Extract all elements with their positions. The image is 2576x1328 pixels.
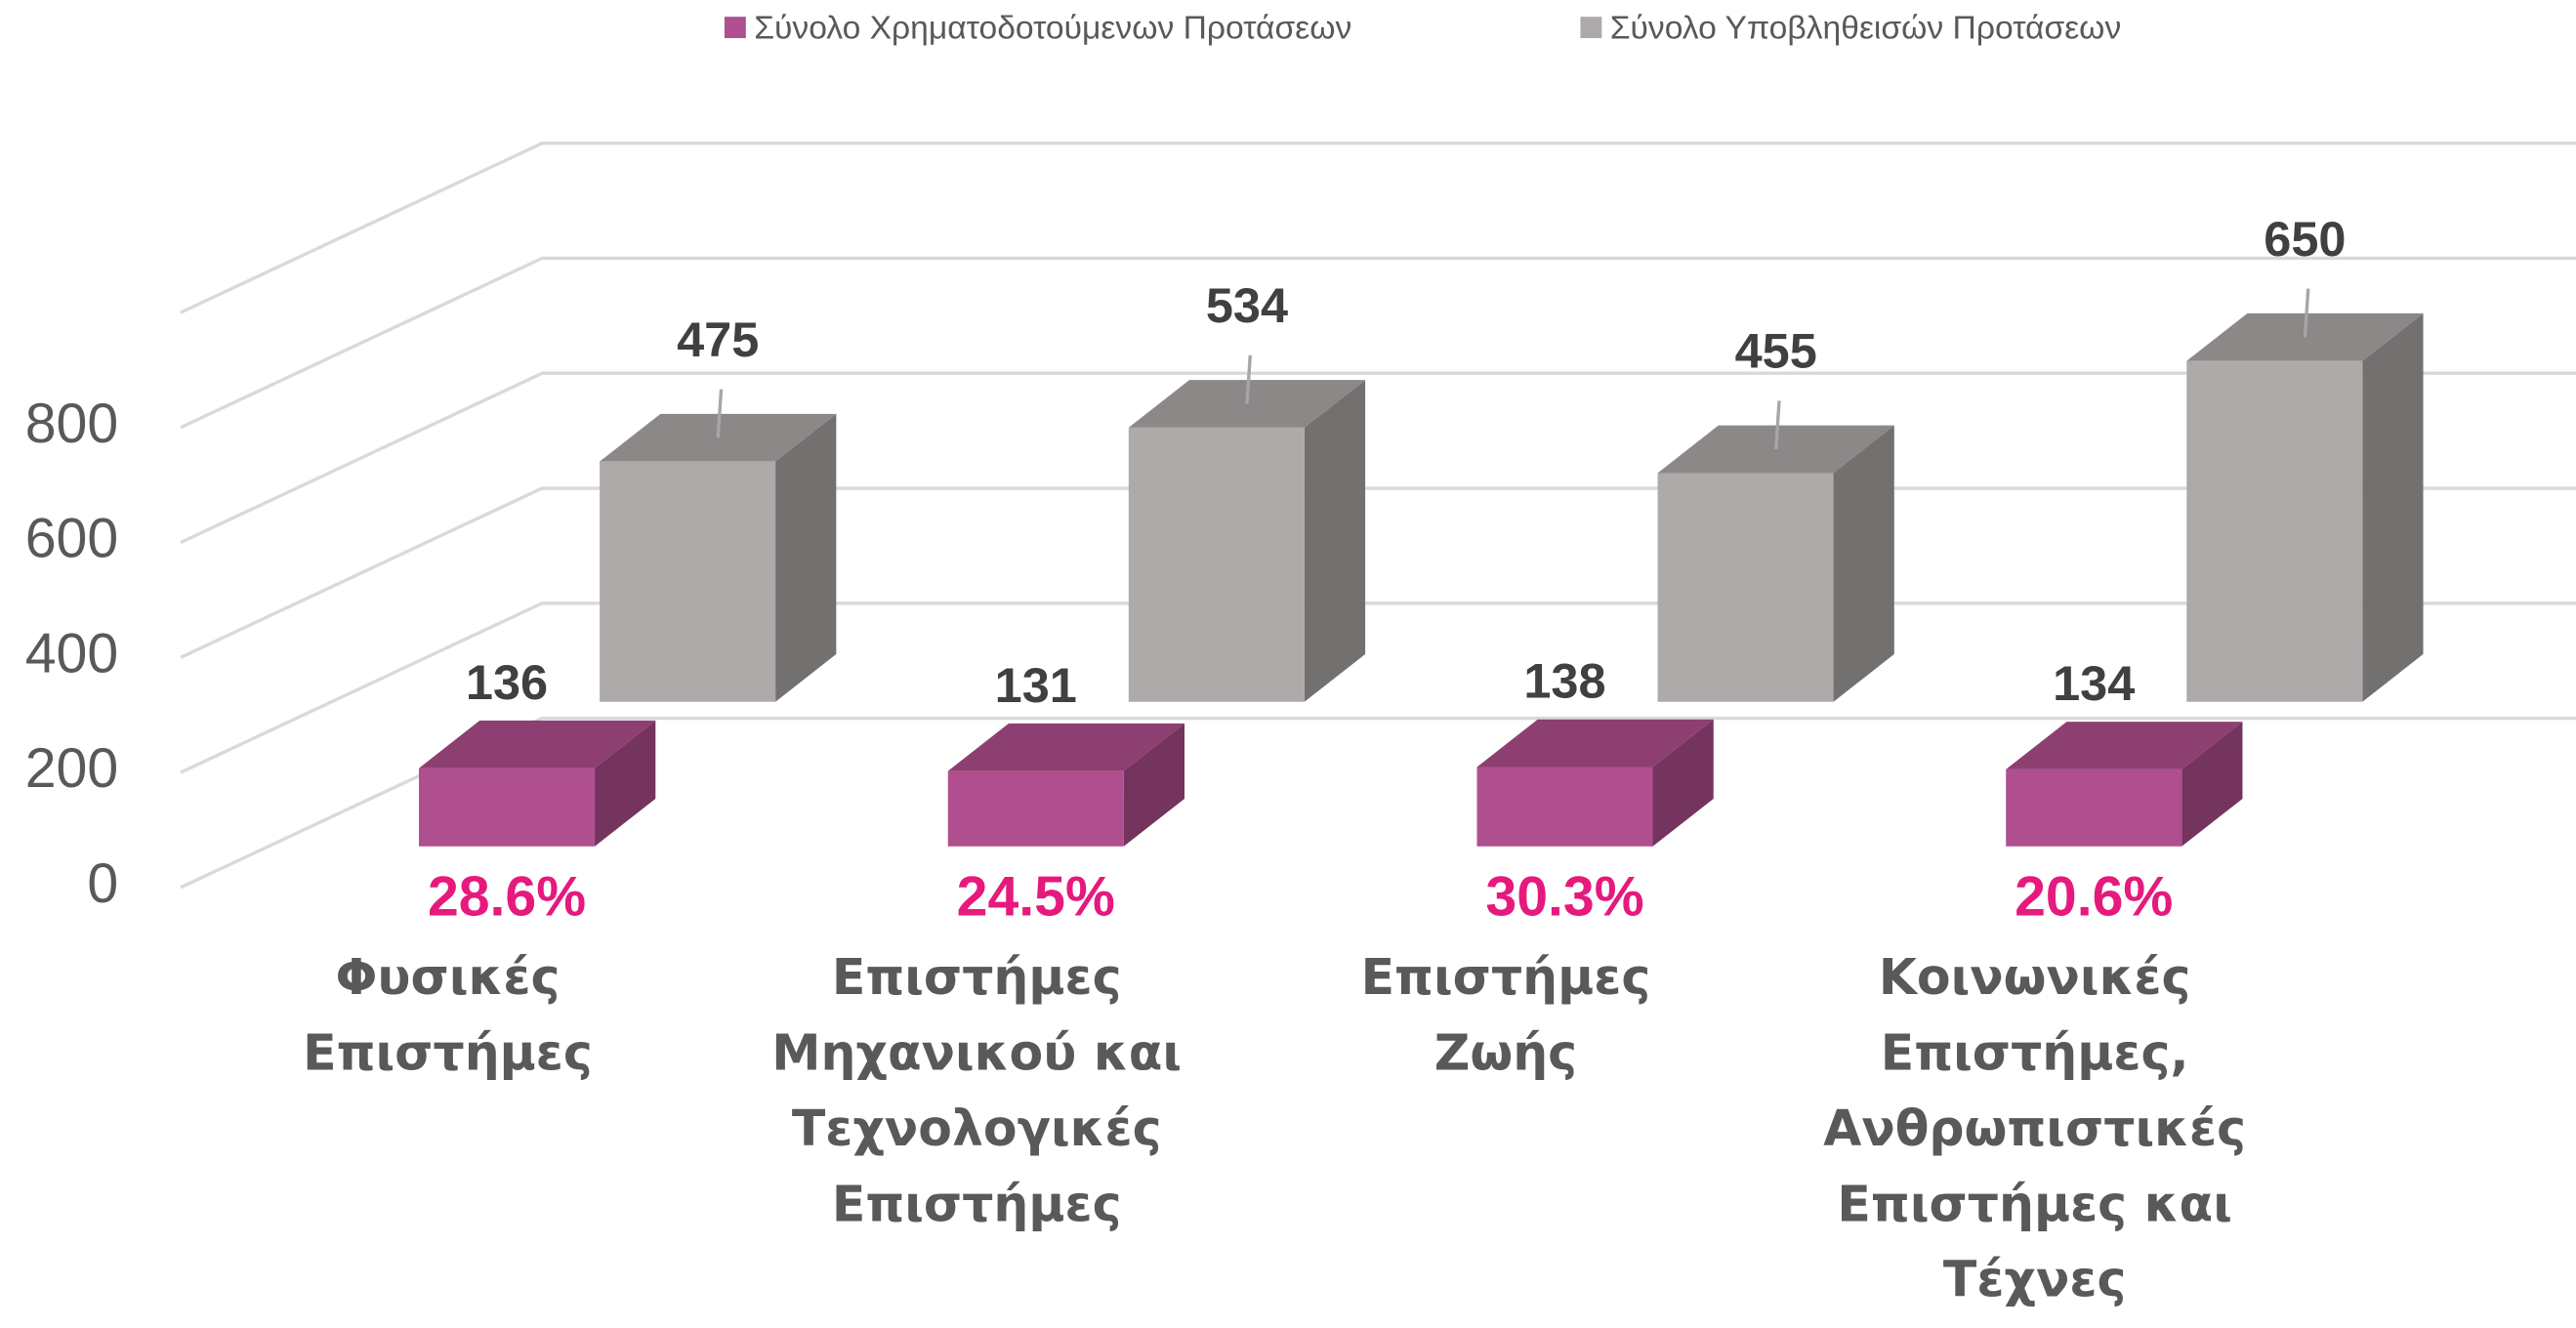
bar-side — [2362, 312, 2424, 702]
value-label: 138 — [1523, 653, 1605, 709]
legend-label: Σύνολο Χρηματοδοτούμενων Προτάσεων — [754, 11, 1351, 47]
bar-side — [1833, 425, 1894, 702]
x-tick-label: Επιστήμες Ζωής — [1360, 949, 1651, 1084]
bar-front — [1657, 473, 1834, 702]
grid-line — [180, 142, 2576, 314]
bar-side — [1123, 723, 1185, 847]
bar-front — [2006, 768, 2182, 847]
bar-front — [600, 461, 776, 702]
bar-top — [419, 720, 656, 768]
bar-top — [1476, 719, 1714, 768]
value-label: 131 — [995, 657, 1077, 713]
bar — [2186, 312, 2424, 702]
value-label: 534 — [1206, 277, 1288, 333]
grid-line — [180, 371, 2576, 545]
legend-swatch — [1580, 17, 1602, 39]
y-tick-label: 200 — [25, 737, 118, 800]
bar — [600, 413, 837, 702]
percent-label: 24.5% — [957, 865, 1115, 928]
leader-line — [2303, 288, 2310, 338]
bar-side — [2181, 722, 2243, 847]
percent-label: 28.6% — [428, 865, 586, 928]
bar — [1128, 380, 1366, 702]
leader-line — [1773, 400, 1781, 450]
y-tick-label: 400 — [25, 622, 118, 685]
leader-line — [716, 389, 724, 438]
value-label: 455 — [1735, 323, 1817, 379]
bar-front — [1128, 427, 1305, 702]
y-tick-label: 0 — [87, 852, 118, 915]
value-label: 475 — [677, 311, 759, 367]
grid-line — [180, 602, 2576, 774]
x-tick-label-box: Φυσικές Επιστήμες — [303, 949, 593, 1084]
value-label: 134 — [2053, 655, 2135, 711]
grid-line — [180, 486, 2576, 659]
value-label: 650 — [2264, 211, 2346, 267]
bar-front — [2186, 360, 2363, 702]
bar — [1657, 425, 1894, 702]
bar-front — [1476, 767, 1653, 847]
bar-top — [2006, 722, 2243, 769]
bar-side — [1652, 719, 1714, 847]
bar-top — [947, 723, 1185, 771]
legend-swatch — [724, 17, 746, 39]
x-tick-label-box: Επιστήμες Ζωής — [1360, 949, 1651, 1084]
percent-label: 30.3% — [1485, 865, 1643, 928]
percent-label: 20.6% — [2015, 865, 2173, 928]
bar — [419, 720, 656, 847]
legend-label: Σύνολο Υποβληθεισών Προτάσεων — [1610, 11, 2122, 47]
y-tick-label: 600 — [25, 508, 118, 570]
x-tick-label: Επιστήμες Μηχανικού και Τεχνολογικές Επι… — [771, 949, 1183, 1234]
x-tick-label: Κοινωνικές Επιστήμες, Ανθρωπιστικές Επισ… — [1823, 949, 2247, 1310]
leader-line — [1245, 354, 1252, 404]
bar — [947, 723, 1185, 847]
bar-side — [1304, 380, 1366, 702]
x-tick-label-box: Κοινωνικές Επιστήμες, Ανθρωπιστικές Επισ… — [1823, 949, 2247, 1310]
x-tick-label: Φυσικές Επιστήμες — [303, 949, 593, 1084]
x-tick-label-box: Επιστήμες Μηχανικού και Τεχνολογικές Επι… — [771, 949, 1183, 1234]
grid-line — [180, 256, 2576, 430]
bar-side — [595, 720, 656, 847]
bar — [2006, 722, 2243, 847]
bar-front — [419, 768, 596, 847]
bar-side — [775, 413, 837, 702]
value-label: 136 — [466, 654, 548, 710]
grid-line — [180, 716, 2576, 890]
bar — [1476, 719, 1714, 847]
y-tick-label: 800 — [25, 393, 118, 455]
bar-front — [947, 770, 1124, 847]
